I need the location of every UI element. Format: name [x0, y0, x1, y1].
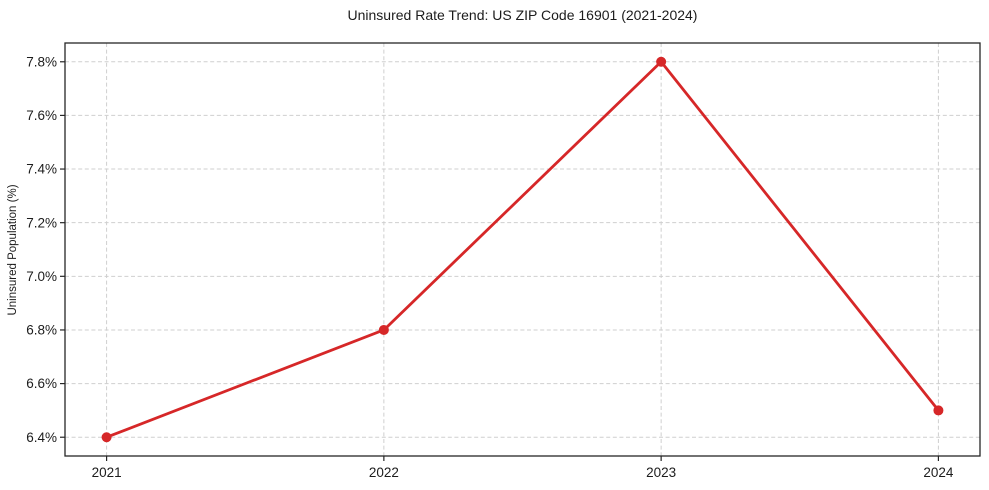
data-point-marker — [933, 405, 944, 416]
trend-line — [105, 60, 940, 439]
y-tick-label: 6.6% — [26, 376, 57, 391]
x-tick-label: 2024 — [923, 465, 954, 480]
x-tick-label: 2023 — [646, 465, 676, 480]
y-tick-label: 6.4% — [26, 430, 57, 445]
data-point-marker — [378, 324, 389, 335]
y-tick-label: 7.4% — [26, 162, 57, 177]
data-point-marker — [101, 432, 112, 443]
plot-border — [64, 42, 981, 457]
x-tick-label: 2021 — [92, 465, 122, 480]
y-tick-label: 7.0% — [26, 269, 57, 284]
y-tick-label: 6.8% — [26, 323, 57, 338]
chart-title: Uninsured Rate Trend: US ZIP Code 16901 … — [347, 7, 698, 23]
x-tick-label: 2022 — [369, 465, 399, 480]
y-tick-label: 7.2% — [26, 215, 57, 230]
y-tick-label: 7.8% — [26, 54, 57, 69]
y-tick-label: 7.6% — [26, 108, 57, 123]
data-point-marker — [656, 56, 667, 67]
